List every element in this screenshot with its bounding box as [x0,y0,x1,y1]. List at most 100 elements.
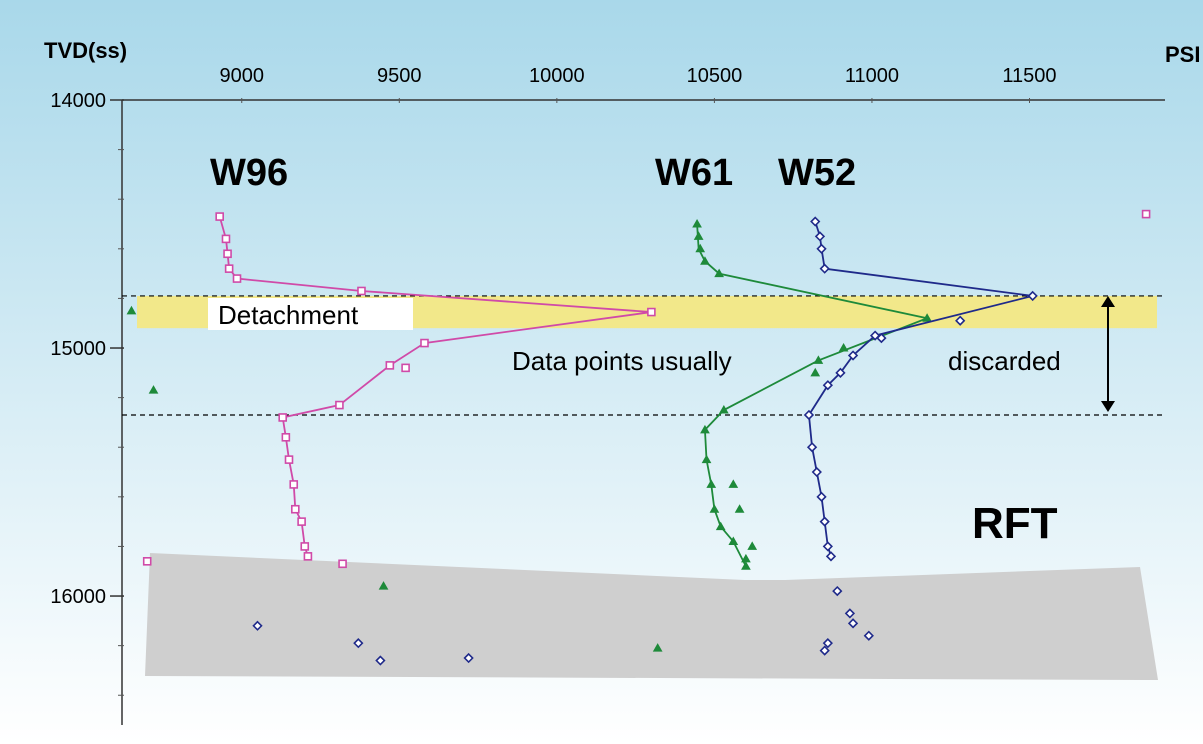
excluded-zone [145,553,1158,680]
data-point-w52 [844,608,856,619]
data-point-w61 [148,385,159,394]
data-point-w96 [420,338,429,348]
data-point-w61 [734,504,745,513]
data-point-w96 [215,212,224,221]
data-point-w61 [728,536,739,545]
data-point-w61 [714,268,724,278]
series-line-w52 [808,221,1033,557]
data-point-w96 [142,557,152,566]
data-point-w52 [819,516,830,527]
data-point-w96 [1141,209,1151,219]
data-point-w96 [281,433,291,442]
data-point-w61 [700,424,710,434]
x-tick-label: 9500 [377,65,422,87]
data-point-w61 [126,305,137,315]
data-point-w61 [718,405,729,414]
data-point-w96 [357,286,366,296]
data-point-w61 [813,355,824,364]
data-point-w52 [811,466,822,478]
series-layer [126,209,1151,666]
discard-label-left: Data points usually [512,346,732,376]
data-point-w52 [814,231,826,242]
data-point-w96 [232,274,242,283]
data-point-w52 [832,585,843,597]
data-point-w52 [806,442,818,453]
data-point-w96 [223,249,232,259]
data-point-w61 [741,561,751,570]
data-point-w61 [378,581,389,590]
data-point-w52 [375,655,386,666]
data-point-w61 [693,231,704,240]
y-tick-label: 14000 [50,90,106,112]
data-point-w61 [922,313,932,322]
data-point-w61 [728,479,739,488]
data-point-w96 [221,234,231,244]
data-point-w52 [822,541,833,552]
data-point-w52 [816,491,827,502]
data-point-w52 [822,380,833,391]
data-point-w61 [747,541,758,550]
data-point-w52 [847,350,859,361]
data-point-w52 [835,367,846,378]
x-tick-label: 11500 [1002,65,1056,87]
data-point-w61 [838,343,849,352]
y-tick-label: 16000 [50,586,106,608]
data-point-w52 [819,645,830,656]
series-w52 [252,216,1038,666]
series-label-w52: W52 [778,152,856,194]
x-tick-label: 9000 [219,65,264,87]
data-point-w52 [816,243,827,254]
rft-label: RFT [972,499,1058,548]
data-point-w61 [692,219,702,228]
data-point-w61 [706,479,717,488]
data-point-w52 [803,409,815,421]
x-axis-title: PSI [1165,42,1200,67]
data-point-w96 [297,517,306,526]
y-tick-label: 15000 [50,338,106,360]
y-tick-layer: 14000 15000 16000 [50,90,124,696]
data-point-w61 [709,504,720,513]
data-point-w61 [741,553,751,563]
series-label-w61: W61 [655,152,733,194]
x-tick-label: 10500 [687,65,743,87]
data-point-w52 [869,330,881,341]
data-point-w52 [819,263,830,274]
data-point-w52 [353,638,364,649]
data-point-w61 [695,243,706,253]
y-axis-title: TVD(ss) [44,38,127,63]
x-tick-label: 10000 [529,65,585,87]
series-label-w96: W96 [210,152,288,194]
data-point-w96 [284,455,294,464]
data-point-w52 [810,216,821,227]
data-point-w96 [300,542,310,551]
data-point-w61 [652,643,663,652]
data-point-w52 [847,618,859,629]
x-tick-label: 11000 [845,65,899,87]
discard-range-arrow [1101,296,1115,412]
data-point-w52 [863,630,874,641]
data-point-w96 [647,307,656,317]
data-point-w96 [278,413,288,422]
data-point-w52 [955,315,966,326]
detachment-label-box [208,298,413,330]
data-point-w96 [338,559,347,569]
data-point-w61 [700,256,710,265]
data-point-w52 [822,638,833,649]
data-point-w96 [289,480,299,489]
data-point-w61 [810,367,821,377]
data-point-w96 [401,363,410,373]
data-point-w61 [715,521,726,531]
data-point-w61 [701,454,712,464]
discard-label-right: discarded [948,346,1061,376]
x-tick-layer: 9000 9500 10000 10500 11000 11500 [219,65,1057,103]
data-point-w96 [335,400,344,410]
data-point-w96 [291,504,300,514]
plot-frame [121,99,1165,725]
annotations: W96 W61 W52 Detachment Data points usual… [208,152,1115,548]
data-point-w52 [1027,290,1038,302]
data-point-w52 [252,620,263,631]
data-point-w52 [463,652,474,664]
data-point-w52 [825,551,837,562]
series-w61 [126,219,932,652]
series-w96 [142,209,1151,569]
